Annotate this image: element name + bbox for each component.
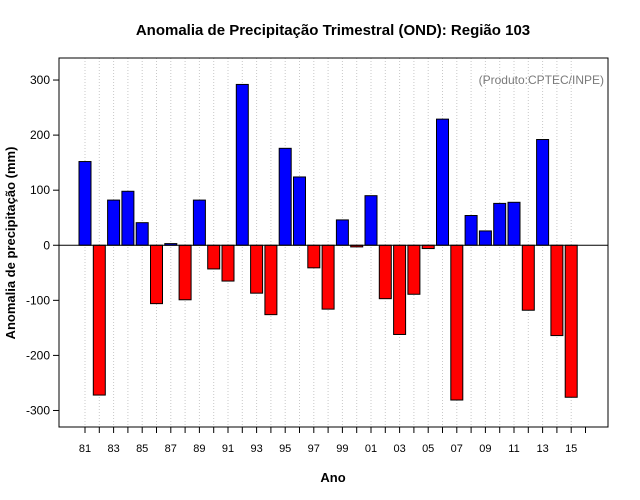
y-tick-label: -300 [26,403,50,417]
bar-95 [278,147,292,246]
bar-82 [92,244,106,396]
x-tick-label: 13 [536,443,548,455]
bar-91 [221,244,235,282]
x-tick-label: 09 [479,443,491,455]
bar-06 [436,118,449,246]
chart-credit: (Produto:CPTEC/INPE) [479,73,604,87]
bar-81 [78,161,92,246]
bar-08 [464,215,478,246]
bar-11 [507,201,521,246]
bar-83 [107,199,121,246]
x-tick-label: 91 [222,443,234,455]
bar-92 [235,83,249,246]
bar-86 [150,244,163,305]
bar-10 [493,202,507,246]
x-tick-label: 97 [308,443,320,455]
bar-94 [264,244,278,316]
y-tick-label: 200 [30,128,50,142]
x-tick-label: 05 [422,443,434,455]
bars [78,83,578,401]
x-tick-label: 01 [365,443,377,455]
bar-97 [307,244,321,269]
x-tick-label: 81 [79,443,91,455]
bar-13 [536,139,550,246]
x-tick-label: 15 [565,443,577,455]
bar-03 [393,244,407,335]
bar-01 [364,195,378,246]
x-tick-label: 87 [165,443,177,455]
x-tick-label: 83 [107,443,119,455]
y-tick-label: -200 [26,348,50,362]
y-tick-label: -100 [26,293,50,307]
y-tick-label: 300 [30,73,50,87]
bar-09 [478,230,492,246]
bar-90 [207,244,221,270]
y-tick-label: 100 [30,183,50,197]
bar-93 [250,244,264,294]
bar-96 [293,176,306,246]
bar-02 [378,244,392,300]
x-tick-label: 99 [336,443,348,455]
bar-98 [321,244,335,310]
x-tick-label: 03 [393,443,405,455]
bar-99 [335,219,349,246]
y-axis: -300 -200 -100 0 100 200 300 [26,73,59,417]
y-axis-label: Anomalia de precipitação (mm) [3,147,18,340]
x-tick-label: 95 [279,443,291,455]
bar-85 [135,222,149,246]
plot-frame [58,57,609,428]
bar-04 [407,244,421,295]
x-tick-label: 11 [508,443,519,455]
bar-88 [178,244,192,301]
x-tick-label: 85 [136,443,148,455]
bar-89 [192,199,206,246]
x-tick-label: 89 [193,443,205,455]
y-tick-label: 0 [43,238,50,252]
bar-84 [121,190,135,246]
bar-14 [550,244,564,337]
chart-title: Anomalia de Precipitação Trimestral (OND… [136,22,530,39]
x-axis: 81 83 85 87 89 91 93 95 97 99 01 03 05 07 09 11 13 15 [79,427,586,455]
x-axis-label: Ano [320,470,345,485]
x-tick-label: 93 [250,443,262,455]
bar-15 [564,244,578,398]
bar-12 [521,244,535,311]
x-tick-label: 07 [451,443,463,455]
bar-07 [450,244,464,401]
